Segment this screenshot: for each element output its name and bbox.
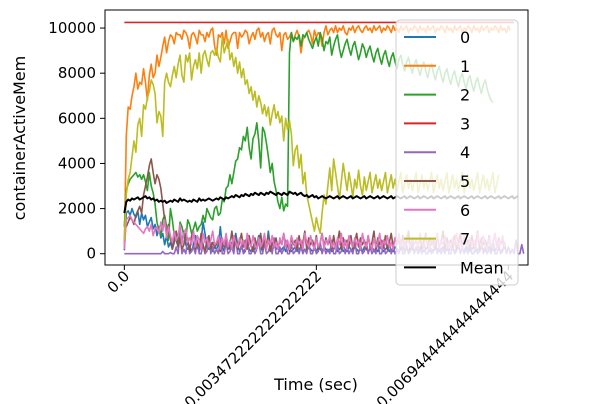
legend-entry: 5 — [460, 172, 470, 191]
legend: 0 1 2 3 4 5 6 7 Mean — [395, 19, 519, 286]
legend-box — [395, 19, 519, 286]
legend-entry: 7 — [460, 230, 470, 249]
y-tick-label: 10000 — [48, 19, 96, 37]
x-tick-label: 0.006944444444444444 — [373, 267, 517, 404]
legend-entry: 4 — [460, 143, 470, 162]
y-tick-label: 8000 — [58, 64, 96, 82]
legend-entry: 6 — [460, 201, 470, 220]
legend-entry: 3 — [460, 114, 470, 133]
x-axis-label: Time (sec) — [273, 375, 358, 394]
legend-entry: Mean — [460, 258, 504, 277]
legend-entry: 0 — [460, 28, 470, 47]
x-tick-label: 0.0 — [104, 267, 134, 297]
y-tick-label: 0 — [86, 245, 96, 263]
y-axis-label: containerActiveMem — [10, 56, 29, 221]
y-tick-label: 6000 — [58, 109, 96, 127]
legend-entry: 1 — [460, 57, 470, 76]
y-tick-label: 4000 — [58, 154, 96, 172]
legend-entry: 2 — [460, 86, 470, 105]
y-tick-label: 2000 — [58, 200, 96, 218]
